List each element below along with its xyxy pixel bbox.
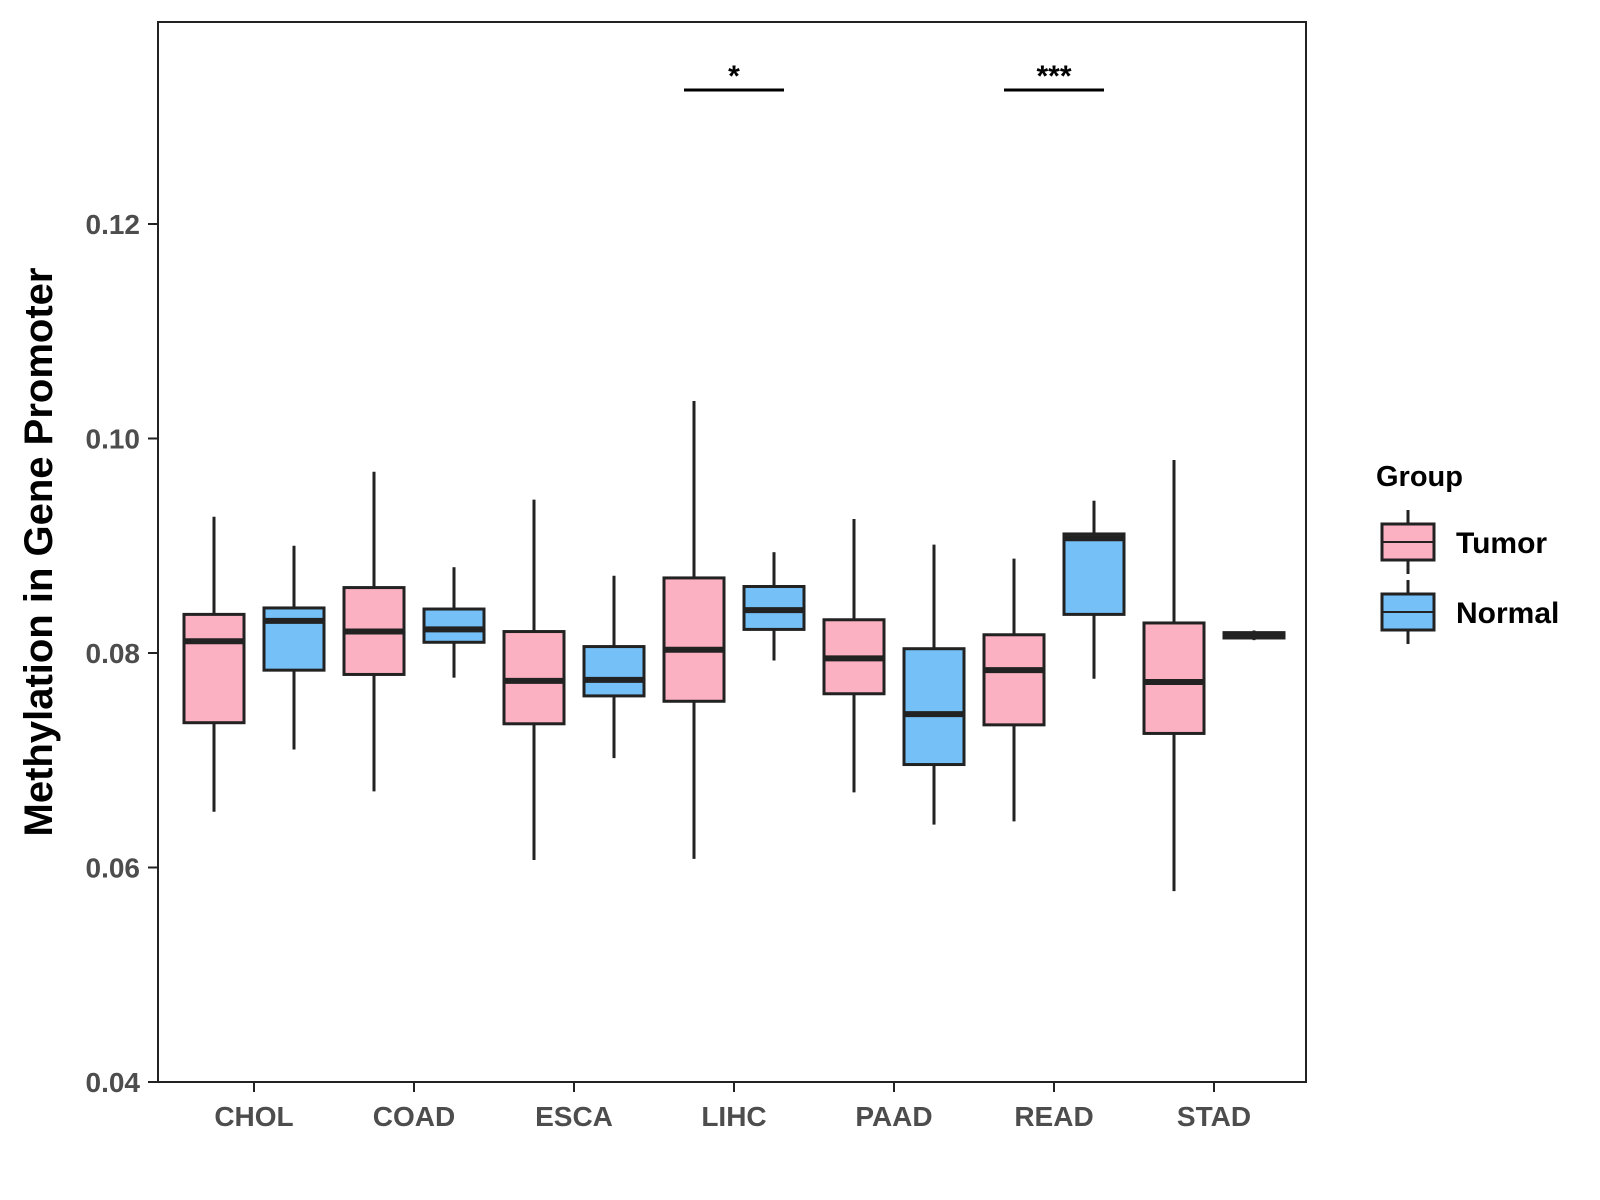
legend-label: Tumor bbox=[1456, 527, 1547, 560]
box-body bbox=[662, 576, 726, 703]
x-tick-label: READ bbox=[1014, 1101, 1093, 1132]
legend-item-normal: Normal bbox=[1380, 580, 1559, 644]
box-series bbox=[182, 400, 1286, 892]
box-normal-paad bbox=[902, 544, 966, 825]
box-body bbox=[182, 612, 246, 725]
y-axis: 0.04 0.06 0.08 0.10 0.12 bbox=[86, 209, 158, 1098]
y-tick-label: 0.10 bbox=[86, 424, 141, 455]
x-axis: CHOL COAD ESCA LIHC PAAD READ STAD bbox=[214, 1082, 1251, 1132]
legend-title: Group bbox=[1376, 461, 1463, 493]
x-tick-label: CHOL bbox=[214, 1101, 293, 1132]
plot-panel bbox=[157, 21, 1307, 1083]
box-normal-lihc bbox=[742, 552, 806, 661]
y-tick-label: 0.12 bbox=[86, 209, 141, 240]
y-tick-label: 0.08 bbox=[86, 638, 141, 669]
box-body bbox=[502, 630, 566, 726]
box-normal-chol bbox=[262, 545, 326, 750]
box-tumor-read bbox=[982, 558, 1046, 822]
y-axis-title: Methylation in Gene Promoter bbox=[17, 268, 61, 837]
legend-label: Normal bbox=[1456, 597, 1559, 630]
x-tick-label: PAAD bbox=[855, 1101, 932, 1132]
legend-item-tumor: Tumor bbox=[1380, 510, 1547, 574]
significance-label: * bbox=[728, 60, 740, 93]
box-body bbox=[422, 607, 486, 644]
box-normal-esca bbox=[582, 575, 646, 759]
x-tick-label: STAD bbox=[1177, 1101, 1251, 1132]
box-normal-read bbox=[1062, 500, 1126, 679]
box-normal-stad bbox=[1222, 630, 1286, 641]
box-body bbox=[982, 633, 1046, 727]
box-tumor-paad bbox=[822, 518, 886, 793]
box-body bbox=[902, 647, 966, 767]
y-tick-label: 0.06 bbox=[86, 853, 141, 884]
significance-annotations: * *** bbox=[684, 60, 1104, 93]
box-tumor-coad bbox=[342, 471, 406, 792]
x-tick-label: COAD bbox=[373, 1101, 455, 1132]
box-body bbox=[262, 606, 326, 672]
box-body bbox=[1062, 532, 1126, 616]
box-normal-coad bbox=[422, 567, 486, 678]
x-tick-label: ESCA bbox=[535, 1101, 613, 1132]
box-tumor-esca bbox=[502, 499, 566, 860]
box-body bbox=[582, 645, 646, 698]
legend: Group Tumor Normal bbox=[1376, 461, 1559, 644]
box-tumor-lihc bbox=[662, 400, 726, 859]
x-tick-label: LIHC bbox=[701, 1101, 766, 1132]
box-tumor-stad bbox=[1142, 459, 1206, 892]
significance-label: *** bbox=[1036, 60, 1071, 93]
box-body bbox=[1142, 621, 1206, 735]
box-tumor-chol bbox=[182, 516, 246, 812]
y-tick-label: 0.04 bbox=[86, 1067, 141, 1098]
